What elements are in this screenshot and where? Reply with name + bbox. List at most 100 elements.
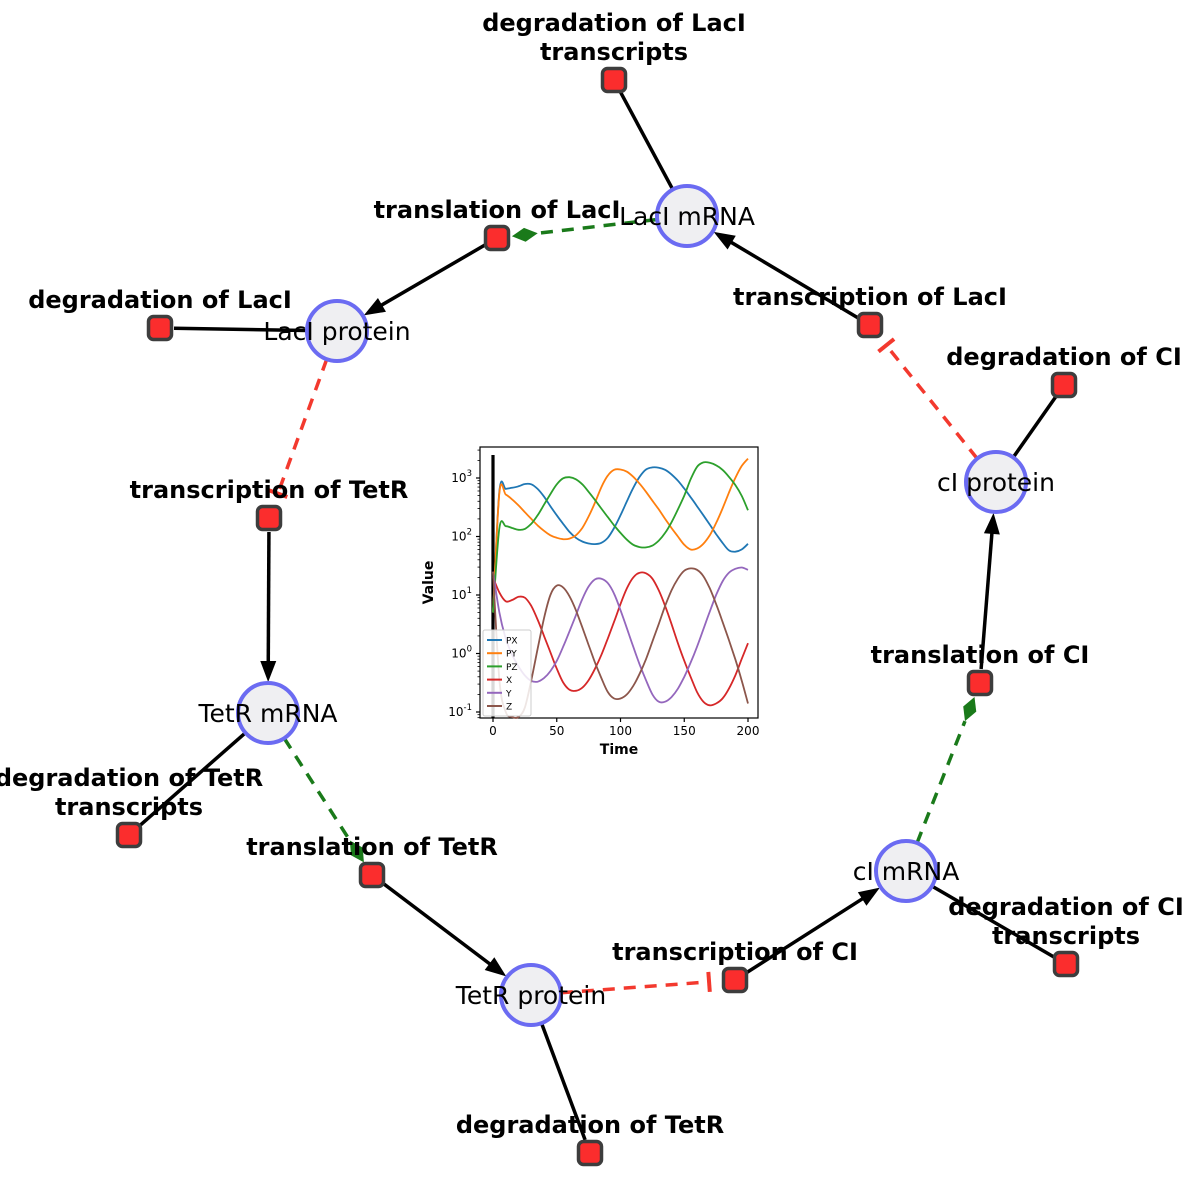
series-PZ bbox=[492, 461, 749, 613]
series-PX bbox=[492, 466, 749, 613]
reaction-node-degradation-of-tetr bbox=[576, 1139, 604, 1167]
edge-translation-of-ci-to-ci-protein-arrowhead-icon bbox=[983, 512, 1000, 535]
legend-label-Z: Z bbox=[506, 703, 512, 713]
y-tick-label: 10-1 bbox=[448, 703, 472, 719]
edge-ci-protein-to-transcription-of-laci bbox=[884, 344, 979, 460]
nodes-layer bbox=[115, 66, 1080, 1167]
reaction-label-transcription-of-laci: transcription of LacI bbox=[733, 283, 1007, 311]
edge-ci-mrna-to-translation-of-ci bbox=[915, 720, 967, 844]
species-label-ci-mrna: cI mRNA bbox=[853, 857, 960, 886]
x-tick-label: 0 bbox=[489, 724, 497, 738]
x-tick-label: 50 bbox=[549, 724, 564, 738]
reaction-label-degradation-of-laci-transcripts-line2: transcripts bbox=[540, 38, 688, 66]
edge-tetr-protein-to-degradation-of-tetr bbox=[539, 1022, 587, 1141]
series-X bbox=[492, 571, 749, 707]
x-tick-label: 200 bbox=[737, 724, 760, 738]
y-axis-title: Value bbox=[421, 561, 437, 605]
species-label-ci-protein: cI protein bbox=[937, 468, 1055, 497]
species-label-tetr-mrna: TetR mRNA bbox=[197, 699, 337, 728]
labels-layer: LacI mRNA LacI protein TetR mRNA TetR prote… bbox=[0, 9, 1184, 1139]
x-tick-label: 100 bbox=[609, 724, 632, 738]
reaction-node-degradation-of-ci-transcripts bbox=[1052, 950, 1080, 978]
reaction-node-degradation-of-tetr-transcripts bbox=[115, 821, 143, 849]
edge-tetr-mrna-to-degradation-of-tetr-transcripts bbox=[138, 731, 247, 828]
reaction-label-degradation-of-laci-transcripts-line1: degradation of LacI bbox=[482, 9, 746, 37]
reaction-node-transcription-of-tetr bbox=[255, 504, 283, 532]
reaction-node-transcription-of-ci bbox=[721, 966, 749, 994]
reaction-label-translation-of-tetr: translation of TetR bbox=[246, 833, 498, 861]
species-node-ci-protein bbox=[964, 450, 1028, 514]
edge-laci-mrna-to-translation-of-laci-diamond-icon bbox=[511, 227, 538, 242]
edge-translation-of-tetr-to-tetr-protein-arrowhead-icon bbox=[484, 957, 507, 977]
reaction-label-degradation-of-laci: degradation of LacI bbox=[28, 286, 292, 314]
reaction-label-degradation-of-ci-transcripts-line2: transcripts bbox=[992, 922, 1140, 950]
reaction-label-degradation-of-ci: degradation of CI bbox=[946, 343, 1182, 371]
edge-ci-protein-to-transcription-of-laci-tbar-icon bbox=[877, 337, 896, 354]
reaction-label-translation-of-ci: translation of CI bbox=[871, 641, 1090, 669]
series-Z bbox=[492, 567, 749, 719]
y-tick-label: 102 bbox=[451, 528, 472, 544]
legend-label-PY: PY bbox=[506, 650, 517, 660]
reaction-label-degradation-of-tetr: degradation of TetR bbox=[456, 1111, 724, 1139]
edges-layer bbox=[138, 91, 1058, 1141]
edge-laci-mrna-to-degradation-of-laci-transcripts bbox=[619, 91, 675, 191]
species-node-laci-protein bbox=[305, 299, 369, 363]
species-label-laci-protein: LacI protein bbox=[263, 317, 410, 346]
edge-transcription-of-tetr-to-tetr-mrna-arrowhead-icon bbox=[260, 660, 277, 683]
edge-transcription-of-ci-to-ci-mrna-arrowhead-icon bbox=[857, 887, 880, 906]
edge-ci-protein-to-degradation-of-ci bbox=[1011, 395, 1058, 459]
y-tick-label: 100 bbox=[451, 645, 472, 661]
x-tick-label: 150 bbox=[673, 724, 696, 738]
reaction-label-degradation-of-tetr-transcripts-line2: transcripts bbox=[55, 793, 203, 821]
legend-box bbox=[482, 629, 532, 717]
reaction-node-degradation-of-laci-transcripts bbox=[600, 66, 628, 94]
edge-translation-of-laci-to-laci-protein bbox=[377, 243, 486, 309]
edge-transcription-of-laci-to-laci-mrna bbox=[727, 239, 859, 320]
series-Y bbox=[492, 566, 749, 704]
species-node-laci-mrna bbox=[655, 184, 719, 248]
edge-tetr-mrna-to-translation-of-tetr-diamond-icon bbox=[349, 840, 364, 863]
edge-transcription-of-tetr-to-tetr-mrna bbox=[266, 531, 271, 666]
edge-ci-mrna-to-translation-of-ci-diamond-icon bbox=[963, 696, 977, 722]
y-tick-label: 103 bbox=[451, 469, 472, 485]
x-axis-title: Time bbox=[600, 742, 638, 758]
edge-tetr-protein-to-transcription-of-ci-tbar-icon bbox=[706, 971, 712, 993]
edge-tetr-mrna-to-translation-of-tetr bbox=[282, 737, 352, 842]
species-label-tetr-protein: TetR protein bbox=[455, 981, 606, 1010]
edge-laci-protein-to-degradation-of-laci bbox=[173, 326, 308, 333]
edge-translation-of-laci-to-laci-protein-arrowhead-icon bbox=[363, 297, 386, 316]
legend-label-X: X bbox=[506, 676, 512, 686]
reaction-node-translation-of-ci bbox=[966, 669, 994, 697]
edge-ci-mrna-to-degradation-of-ci-transcripts bbox=[931, 884, 1055, 959]
reaction-label-transcription-of-tetr: transcription of TetR bbox=[130, 476, 409, 504]
timeseries-inset-chart: 10-1 100 101 102 103 0 50 100 150 200 Time Value PX P… bbox=[415, 425, 805, 780]
reaction-node-degradation-of-laci bbox=[146, 314, 174, 342]
reaction-node-transcription-of-laci bbox=[856, 311, 884, 339]
legend-label-PZ: PZ bbox=[506, 663, 518, 673]
species-node-ci-mrna bbox=[874, 839, 938, 903]
reaction-label-degradation-of-ci-transcripts-line1: degradation of CI bbox=[948, 893, 1184, 921]
species-node-tetr-protein bbox=[499, 963, 563, 1027]
y-tick-label: 101 bbox=[451, 586, 472, 602]
edge-translation-of-ci-to-ci-protein bbox=[979, 529, 994, 670]
reaction-node-degradation-of-ci bbox=[1050, 371, 1078, 399]
species-label-laci-mrna: LacI mRNA bbox=[619, 202, 755, 231]
edge-translation-of-tetr-to-tetr-protein bbox=[382, 882, 494, 968]
edge-transcription-of-laci-to-laci-mrna-arrowhead-icon bbox=[713, 231, 736, 250]
edge-tetr-protein-to-transcription-of-ci bbox=[560, 980, 710, 995]
axes-frame bbox=[479, 446, 759, 719]
reaction-node-translation-of-tetr bbox=[358, 861, 386, 889]
species-node-tetr-mrna bbox=[236, 681, 300, 745]
edge-laci-protein-to-transcription-of-tetr bbox=[276, 358, 329, 495]
legend: PX PY PZ XYZ bbox=[482, 629, 532, 717]
legend-label-Y: Y bbox=[505, 689, 512, 699]
edge-laci-protein-to-transcription-of-tetr-tbar-icon bbox=[267, 488, 288, 499]
reaction-label-translation-of-laci: translation of LacI bbox=[374, 196, 621, 224]
reaction-node-translation-of-laci bbox=[483, 224, 511, 252]
edge-transcription-of-ci-to-ci-mrna bbox=[745, 895, 867, 974]
legend-label-PX: PX bbox=[506, 637, 518, 647]
reaction-label-transcription-of-ci: transcription of CI bbox=[612, 938, 858, 966]
